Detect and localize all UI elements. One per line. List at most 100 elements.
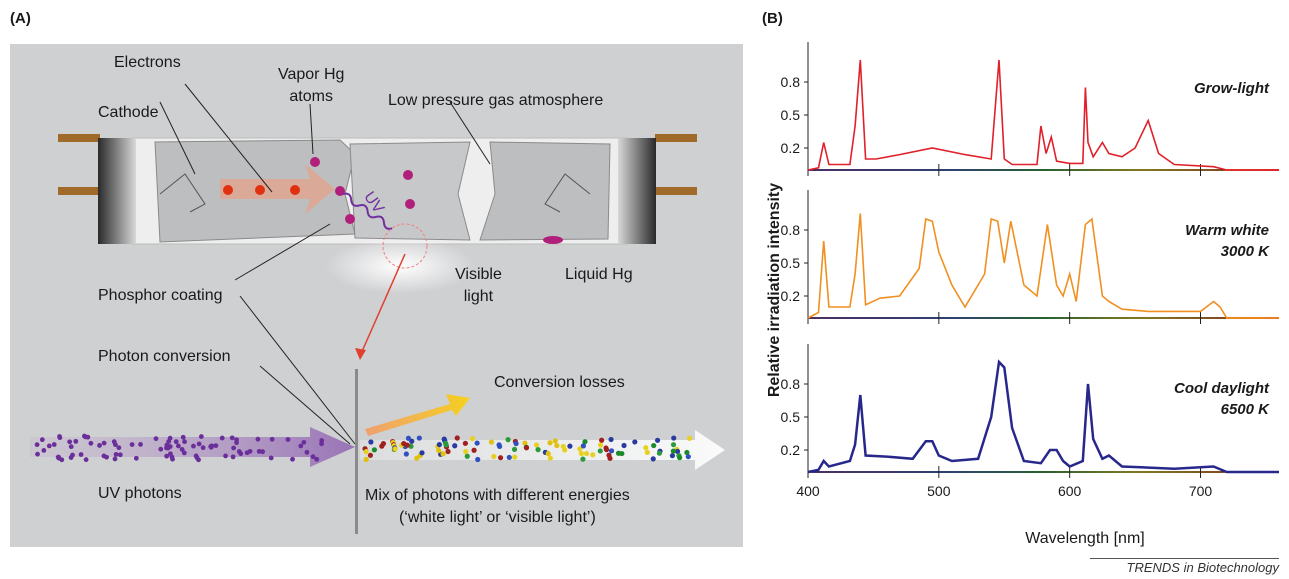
electron <box>255 185 265 195</box>
electron <box>290 185 300 195</box>
visible-photon <box>445 448 451 455</box>
visible-photon <box>380 441 387 447</box>
visible-photon <box>684 449 690 456</box>
leader-line <box>159 101 196 175</box>
visible-photon <box>497 443 503 450</box>
label-vapor-hg: Vapor Hg atoms <box>278 64 344 108</box>
uv-photon <box>219 435 225 441</box>
uv-photon <box>55 454 61 460</box>
cathode-filament <box>159 173 206 213</box>
visible-photon <box>580 456 586 462</box>
visible-photon <box>533 442 540 448</box>
uv-photon <box>223 453 228 459</box>
visible-photon <box>452 443 458 449</box>
y-tick-label: 0.5 <box>781 107 801 123</box>
visible-photon <box>597 442 604 448</box>
visible-photon <box>454 435 460 441</box>
hg-atom <box>403 170 413 180</box>
label-photon-conversion: Photon conversion <box>98 348 231 365</box>
liquid-hg-drop <box>543 236 563 244</box>
visible-photon <box>670 448 676 454</box>
uv-photon <box>101 453 107 459</box>
visible-photon <box>363 449 369 455</box>
uv-photon <box>117 452 123 458</box>
visible-photon <box>685 454 691 460</box>
uv-photon <box>238 451 244 457</box>
visible-photon <box>368 439 374 445</box>
leader-line <box>259 365 351 445</box>
visible-photon <box>535 447 541 453</box>
visible-photon <box>674 448 681 455</box>
uv-photon <box>73 438 79 444</box>
uv-photon <box>231 445 237 451</box>
visible-photon <box>644 449 650 455</box>
label-uv-photons: UV photons <box>98 485 182 502</box>
uv-photon <box>112 456 118 462</box>
uv-photon <box>269 436 275 442</box>
y-tick-label: 0.8 <box>781 74 801 90</box>
visible-photon <box>580 443 586 449</box>
visible-photon <box>578 450 584 457</box>
uv-photon <box>68 444 74 450</box>
uv-photon <box>168 451 173 457</box>
uv-photon <box>81 433 87 439</box>
lamp-diagram <box>30 83 725 534</box>
chart-title-warm-line2: 3000 K <box>1220 243 1269 260</box>
visible-photon <box>392 446 398 452</box>
uv-photon <box>113 451 119 457</box>
visible-photon <box>419 450 425 456</box>
uv-photon <box>196 457 201 463</box>
visible-photon <box>475 456 481 463</box>
visible-photon <box>656 450 663 456</box>
lamp-pin <box>58 134 100 142</box>
label-electrons: Electrons <box>114 54 181 71</box>
phosphor-spot <box>382 223 428 269</box>
uv-photon <box>51 442 57 447</box>
x-axis-label: Wavelength [nm] <box>1025 530 1145 547</box>
conversion-losses-arrow <box>365 394 470 436</box>
x-tick-label: 600 <box>1058 483 1082 499</box>
uv-photon <box>153 436 159 442</box>
uv-photon <box>112 442 118 448</box>
label-visible-light: Visible light <box>455 264 502 308</box>
uv-photon <box>196 441 202 447</box>
visible-photon <box>608 436 614 443</box>
leader-line <box>309 103 314 155</box>
visible-photons <box>362 435 693 463</box>
y-tick-label: 0.2 <box>781 140 801 156</box>
label-low-pressure: Low pressure gas atmosphere <box>388 92 604 109</box>
uv-photon <box>59 457 65 463</box>
visible-photon <box>403 451 409 457</box>
visible-photon <box>582 439 588 445</box>
visible-photon <box>474 440 480 446</box>
uv-wave <box>342 192 393 230</box>
label-photon-mix-line2: (‘white light’ or ‘visible light’) <box>398 509 596 526</box>
spectrum-baseline <box>808 317 1279 319</box>
uv-photon <box>208 444 214 450</box>
chart-title-grow: Grow-light <box>1194 78 1269 99</box>
label-liquid-hg: Liquid Hg <box>565 266 633 283</box>
visible-photon <box>671 435 677 441</box>
source-credit: TRENDS in Biotechnology <box>1126 560 1279 575</box>
visible-photon <box>416 435 422 441</box>
leader-line <box>239 295 356 445</box>
x-tick-label: 500 <box>927 483 951 499</box>
visible-photon <box>577 446 583 452</box>
uv-photon <box>78 452 84 457</box>
label-photon-mix-line1: Mix of photons with different energies <box>365 487 630 504</box>
uv-photon <box>68 455 74 460</box>
uv-photon <box>164 453 170 459</box>
uv-photon <box>170 456 175 462</box>
y-tick-label: 0.5 <box>781 409 801 425</box>
visible-photon <box>597 448 603 454</box>
uv-photon <box>57 435 63 441</box>
uv-photon <box>304 449 310 455</box>
uv-photon <box>234 440 239 446</box>
uv-photon <box>35 451 40 457</box>
phosphor-layer <box>355 369 358 534</box>
visible-photon <box>567 443 573 449</box>
x-tick-label: 700 <box>1189 483 1213 499</box>
uv-photon <box>101 440 107 446</box>
visible-photon <box>371 447 378 453</box>
leader-line <box>234 223 331 281</box>
